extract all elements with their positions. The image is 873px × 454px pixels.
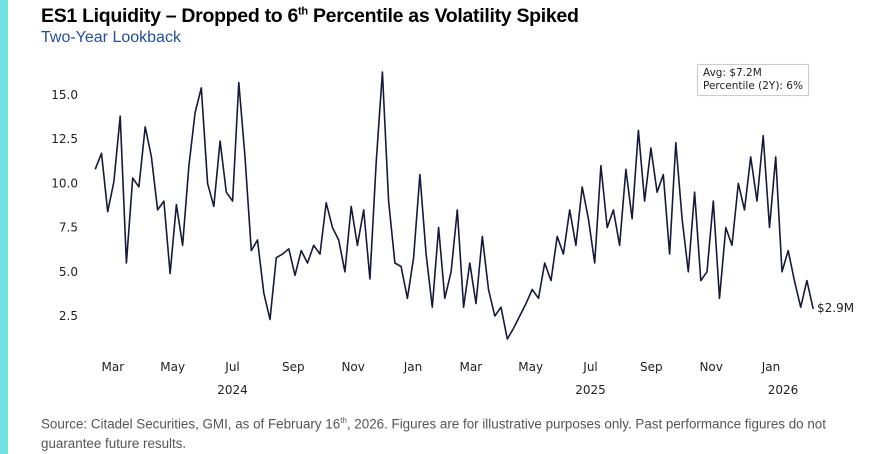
series-line-es1-liquidity: [94, 71, 814, 340]
accent-bar: [0, 0, 8, 454]
x-tick-label: Jul: [224, 360, 239, 374]
footer-superscript: th: [340, 416, 347, 425]
x-tick-label: May: [518, 360, 543, 374]
y-tick-label: 10.0: [51, 176, 78, 190]
x-tick-label: Mar: [460, 360, 483, 374]
x-tick-label: May: [160, 360, 185, 374]
avg-label: Avg: $7.2M: [703, 67, 762, 79]
title-superscript: th: [298, 5, 308, 18]
x-tick-label: Jul: [582, 360, 597, 374]
title-text: ES1 Liquidity – Dropped to 6: [41, 5, 299, 27]
x-tick-label: Jan: [403, 360, 423, 374]
source-footnote: Source: Citadel Securities, GMI, as of F…: [41, 411, 871, 454]
y-tick-label: 5.0: [59, 265, 78, 279]
x-tick-label: Mar: [102, 360, 125, 374]
y-tick-label: 7.5: [59, 221, 78, 235]
title-text-end: Percentile as Volatility Spiked: [307, 5, 579, 27]
stats-legend: Avg: $7.2M Percentile (2Y): 6%: [697, 64, 809, 96]
footer-text: Source: Citadel Securities, GMI, as of F…: [41, 416, 341, 432]
x-tick-label: Sep: [640, 360, 663, 374]
x-tick-label: Jan: [761, 360, 781, 374]
x-year-label: 2025: [575, 383, 606, 397]
y-tick-label: 12.5: [51, 132, 78, 146]
x-year-label: 2024: [217, 383, 248, 397]
percentile-label: Percentile (2Y): 6%: [703, 80, 803, 92]
y-tick-label: 15.0: [51, 88, 78, 102]
x-tick-label: Sep: [282, 360, 305, 374]
last-value-label: $2.9M: [817, 301, 855, 315]
chart-subtitle: Two-Year Lookback: [41, 29, 181, 46]
y-tick-label: 2.5: [59, 309, 78, 323]
chart-title: ES1 Liquidity – Dropped to 6th Percentil…: [41, 5, 579, 28]
footer-text-end: , 2026. Figures are for illustrative pur…: [41, 416, 826, 452]
x-tick-label: Nov: [341, 360, 364, 374]
x-year-label: 2026: [768, 383, 799, 397]
x-tick-label: Nov: [699, 360, 722, 374]
